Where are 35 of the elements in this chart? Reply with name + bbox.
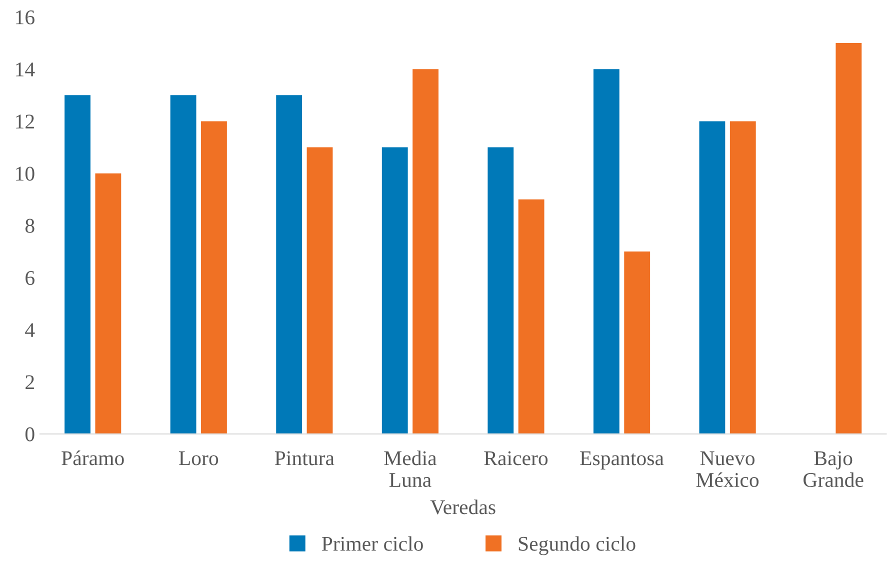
legend-label: Primer ciclo [322, 536, 423, 551]
y-tick-label: 0 [25, 427, 34, 442]
bar [201, 121, 227, 434]
bar [730, 121, 756, 434]
bar [382, 147, 408, 434]
x-tick-label: Nuevo México [696, 451, 759, 488]
bar [95, 173, 122, 434]
bar [276, 95, 302, 434]
y-tick-label: 16 [16, 10, 34, 24]
bar [412, 69, 438, 434]
x-tick-label: Media Luna [384, 450, 437, 488]
legend-label: Segundo ciclo [518, 536, 636, 556]
bar [699, 121, 726, 434]
bar [836, 43, 862, 434]
x-tick-label: Bajo Grande [804, 451, 864, 488]
bar [593, 69, 620, 434]
x-tick-label: Raicero [484, 451, 548, 466]
bar [170, 95, 196, 434]
x-tick-label: Espantosa [580, 451, 664, 470]
y-tick-label: 12 [16, 114, 34, 128]
y-tick-label: 6 [26, 270, 34, 285]
x-tick-label: Pintura [274, 451, 334, 466]
bar [64, 95, 90, 434]
bar [518, 199, 544, 434]
x-tick-label: Páramo [62, 450, 124, 466]
bar [624, 251, 650, 434]
y-tick-label: 10 [16, 166, 34, 181]
bar [488, 147, 514, 434]
y-tick-label: 2 [26, 375, 34, 390]
y-tick-label: 8 [25, 218, 34, 233]
x-axis-title: Veredas [430, 500, 496, 514]
y-tick-label: 14 [16, 62, 35, 76]
bar [306, 147, 333, 434]
x-tick-label: Loro [178, 451, 218, 466]
y-tick-label: 4 [25, 323, 35, 337]
